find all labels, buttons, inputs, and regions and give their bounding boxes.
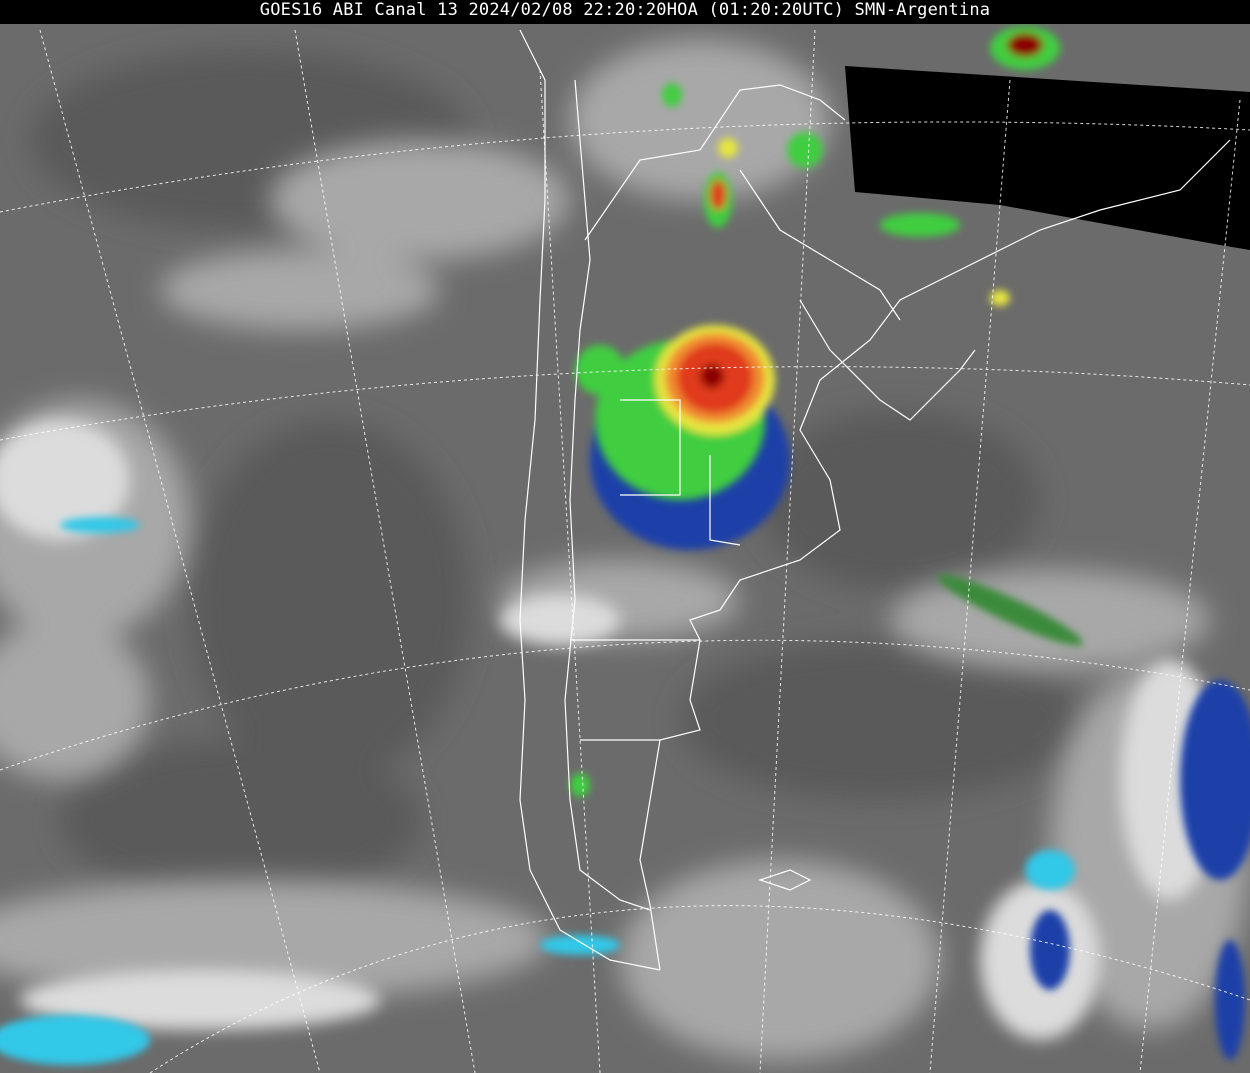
no-data-region — [845, 66, 1250, 250]
graticule-lines — [0, 29, 1250, 1073]
country-borders-and-coastline — [519, 29, 1231, 971]
image-title: GOES16 ABI Canal 13 2024/02/08 22:20:20H… — [0, 0, 1250, 24]
